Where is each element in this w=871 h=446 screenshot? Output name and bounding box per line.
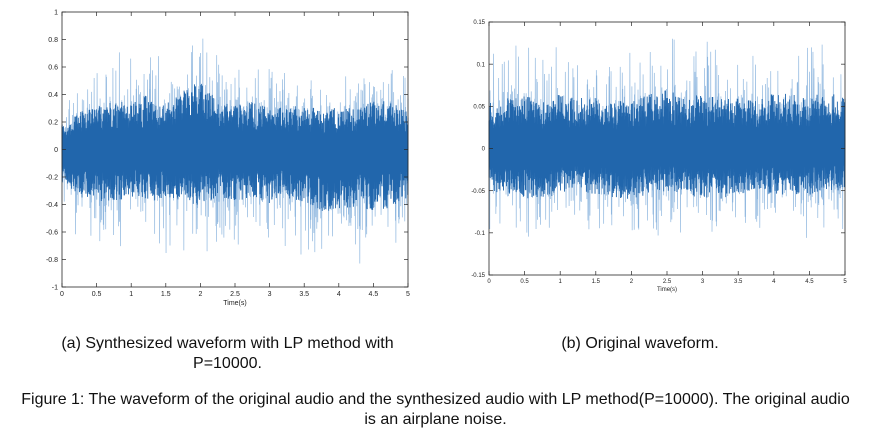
y-tick-label: 0.4: [48, 92, 58, 99]
y-tick-label: 0.15: [473, 20, 485, 26]
waveform-chart-b: 0 0.5 1 1.5 2 2.5 3 3.5 4 4.5 5 0.15 0.1 0.05 0 -0.05 -0…: [471, 20, 847, 293]
x-tick-label: 1: [559, 279, 563, 285]
waveform-series-dense: [61, 83, 409, 212]
y-tick-label: -1: [52, 284, 58, 291]
y-tick-label: -0.05: [471, 189, 485, 195]
x-tick-label: 3: [268, 291, 272, 298]
caption-a: (a) Synthesized waveform with LP method …: [61, 335, 394, 372]
y-tick-label: 1: [54, 9, 58, 16]
y-tick-label: -0.2: [46, 174, 58, 181]
x-tick-label: 1.5: [592, 279, 601, 285]
y-tick-label: 0.05: [473, 104, 485, 110]
x-tick-label: 3.5: [734, 279, 743, 285]
x-tick-label: 5: [843, 279, 847, 285]
x-tick-label: 3.5: [299, 291, 309, 298]
y-tick-label: 0: [54, 147, 58, 154]
x-tick-label: 4.5: [805, 279, 814, 285]
y-tick-label: 0.1: [477, 62, 486, 68]
y-tick-label: 0.6: [48, 64, 58, 71]
x-tick-label: 2: [630, 279, 634, 285]
y-tick-label: 0: [482, 147, 486, 153]
x-tick-label: 2.5: [663, 279, 672, 285]
x-tick-label: 4.5: [369, 291, 379, 298]
x-tick-label: 1: [129, 291, 133, 298]
waveform-series-dense: [488, 90, 846, 199]
x-tick-label: 5: [406, 291, 410, 298]
x-tick-label: 0: [60, 291, 64, 298]
caption-b: (b) Original waveform.: [561, 335, 719, 352]
y-tick-label: -0.4: [46, 202, 58, 209]
figure-caption: Figure 1: The waveform of the original a…: [21, 391, 850, 428]
x-tick-label: 4: [337, 291, 341, 298]
x-tick-label: 0: [487, 279, 491, 285]
x-tick-label: 4: [772, 279, 776, 285]
chart-panel-a: 0 0.5 1 1.5 2 2.5 3 3.5 4 4.5 5 1 0.8 0.6 0.4 0.2 0 -0.2 -…: [0, 0, 430, 310]
x-tick-label: 2: [198, 291, 202, 298]
chart-panel-b: 0 0.5 1 1.5 2 2.5 3 3.5 4 4.5 5 0.15 0.1 0.05 0 -0.05 -0…: [455, 10, 871, 310]
waveform-chart-a: 0 0.5 1 1.5 2 2.5 3 3.5 4 4.5 5 1 0.8 0.6 0.4 0.2 0 -0.2 -…: [46, 9, 410, 307]
y-tick-label: -0.1: [475, 231, 486, 237]
y-tick-label: -0.15: [471, 273, 485, 279]
x-tick-label: 2.5: [230, 291, 240, 298]
y-tick-label: 0.2: [48, 119, 58, 126]
x-axis-label: Time(s): [657, 287, 677, 293]
y-tick-label: -0.8: [46, 257, 58, 264]
x-tick-label: 3: [701, 279, 705, 285]
y-tick-label: -0.6: [46, 229, 58, 236]
x-tick-label: 0.5: [92, 291, 102, 298]
x-axis-label: Time(s): [223, 300, 246, 307]
x-tick-label: 0.5: [520, 279, 529, 285]
x-tick-label: 1.5: [161, 291, 171, 298]
y-tick-label: 0.8: [48, 37, 58, 44]
